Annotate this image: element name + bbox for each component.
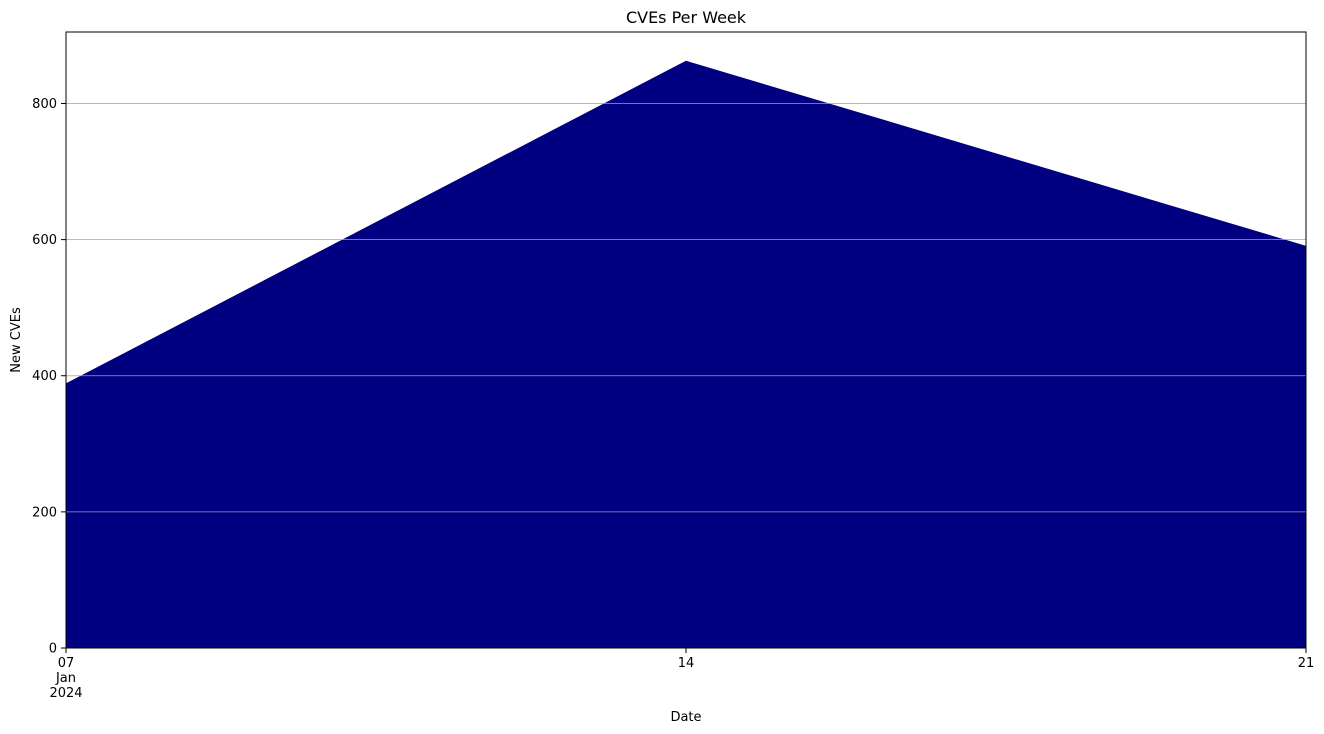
y-axis-label: New CVEs (9, 307, 24, 373)
y-tick-label-0: 0 (49, 642, 57, 657)
x-tick-label-2-0: 21 (1298, 656, 1315, 671)
y-axis-ticks: 0 200 400 600 800 (32, 97, 66, 657)
grid-lines-overlay (66, 103, 1306, 513)
y-tick-label-2: 400 (32, 369, 57, 384)
x-tick-label-1-0: 14 (678, 656, 695, 671)
chart-title: CVEs Per Week (626, 8, 747, 27)
x-axis-label: Date (670, 710, 701, 725)
y-tick-label-4: 800 (32, 97, 57, 112)
y-tick-label-1: 200 (32, 505, 57, 520)
y-tick-label-3: 600 (32, 233, 57, 248)
x-tick-label-0-2: 2024 (49, 686, 82, 701)
x-tick-label-0-0: 07 (58, 656, 75, 671)
x-tick-label-0-1: Jan (55, 671, 76, 686)
